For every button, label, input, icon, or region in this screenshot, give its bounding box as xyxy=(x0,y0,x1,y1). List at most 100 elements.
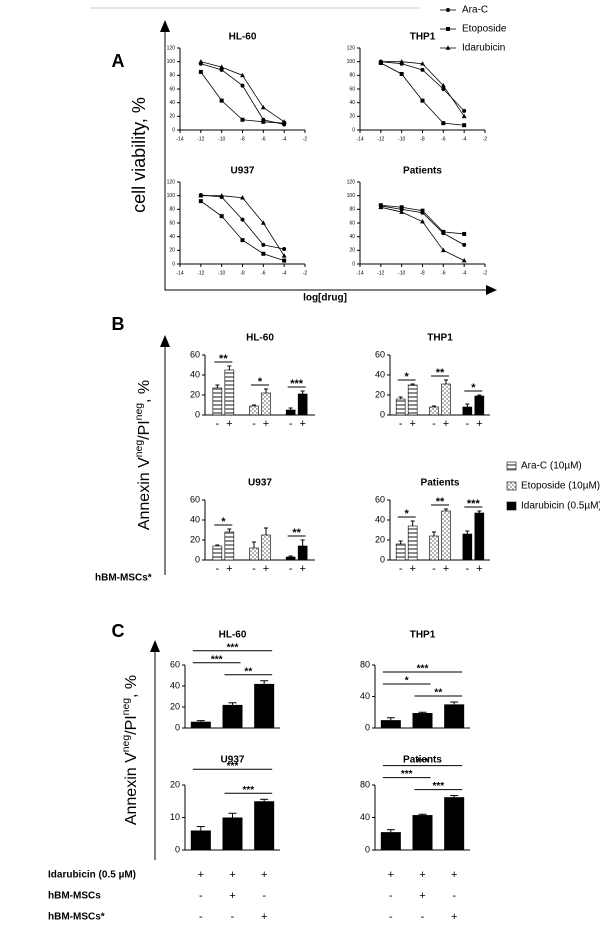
point xyxy=(198,193,204,198)
point xyxy=(261,251,266,256)
point xyxy=(399,71,404,76)
y-tick-label: 20 xyxy=(375,534,385,544)
point xyxy=(461,113,467,119)
legend-label: Etoposide xyxy=(462,24,507,35)
y-axis-label-part: neg xyxy=(134,440,145,458)
bar xyxy=(212,545,223,561)
point xyxy=(378,59,384,64)
x-tick-label: -10 xyxy=(218,270,225,276)
condition-mark: - xyxy=(199,890,203,902)
y-tick-label: 80 xyxy=(169,73,175,79)
series-line xyxy=(200,71,285,124)
x-tick-label: -10 xyxy=(218,136,225,142)
condition-mark: + xyxy=(451,869,457,881)
y-tick-label: 40 xyxy=(169,100,175,106)
bar xyxy=(444,797,465,850)
bar xyxy=(297,545,308,561)
x-tick-label: -12 xyxy=(377,136,384,142)
y-tick-label: 60 xyxy=(169,86,175,92)
x-tick-label: + xyxy=(226,563,232,575)
point xyxy=(420,98,425,103)
bar xyxy=(412,713,433,728)
x-tick-label: - xyxy=(399,418,403,430)
point xyxy=(261,242,266,247)
point xyxy=(198,69,203,74)
bar xyxy=(222,817,243,850)
point xyxy=(282,246,287,251)
significance-label: ** xyxy=(434,688,442,699)
y-tick-label: 0 xyxy=(172,127,175,133)
y-axis-label: Annexin Vneg/PIneg, % xyxy=(134,380,153,530)
y-tick-label: 20 xyxy=(169,248,175,254)
bar xyxy=(462,533,473,561)
bar xyxy=(462,406,473,416)
x-tick-label: + xyxy=(409,563,415,575)
bar xyxy=(395,543,406,561)
significance-label: ** xyxy=(219,353,228,365)
y-tick-label: 60 xyxy=(375,494,385,504)
y-tick-label: 0 xyxy=(365,844,370,854)
y-tick-label: 0 xyxy=(175,844,180,854)
y-tick-label: 20 xyxy=(190,534,200,544)
y-tick-label: 100 xyxy=(167,193,176,199)
x-tick-label: -4 xyxy=(282,270,287,276)
condition-mark: - xyxy=(452,890,456,902)
point xyxy=(462,108,467,113)
arrow-head xyxy=(486,285,497,295)
bar xyxy=(190,721,211,728)
point xyxy=(420,208,425,213)
point xyxy=(420,67,425,72)
point xyxy=(420,219,425,224)
significance-label: *** xyxy=(432,781,444,792)
x-tick-label: -4 xyxy=(462,270,467,276)
x-tick-label: - xyxy=(289,563,293,575)
point xyxy=(462,123,467,128)
bar xyxy=(249,547,259,561)
y-tick-label: 60 xyxy=(349,220,355,226)
series-line xyxy=(200,61,285,123)
x-tick-label: - xyxy=(432,418,436,430)
x-tick-label: - xyxy=(465,418,469,430)
y-tick-label: 0 xyxy=(352,261,355,267)
y-tick-label: 20 xyxy=(170,701,180,711)
condition-mark: + xyxy=(261,911,267,923)
x-tick-label: -8 xyxy=(420,136,425,142)
y-tick-label: 40 xyxy=(170,680,180,690)
point xyxy=(399,205,404,210)
x-tick-label: -6 xyxy=(441,136,446,142)
legend-label: Ara-C (10µM) xyxy=(521,461,582,472)
x-tick-label: -8 xyxy=(420,270,425,276)
y-axis-label-part: /PI xyxy=(123,715,140,735)
bar xyxy=(285,556,296,561)
x-tick-label: -2 xyxy=(303,270,308,276)
y-tick-label: 0 xyxy=(352,127,355,133)
point xyxy=(462,242,467,247)
point xyxy=(461,257,467,263)
point xyxy=(240,195,245,200)
significance-label: * xyxy=(221,516,226,528)
panel-label: B xyxy=(112,314,125,334)
arrow-head xyxy=(160,20,170,32)
point xyxy=(219,193,225,198)
x-tick-label: - xyxy=(289,418,293,430)
y-tick-label: 20 xyxy=(170,779,180,789)
point xyxy=(240,217,245,222)
x-tick-label: + xyxy=(263,563,269,575)
x-tick-label: -2 xyxy=(483,136,488,142)
x-axis-label: log[drug] xyxy=(303,293,347,304)
y-tick-label: 60 xyxy=(169,220,175,226)
legend-label: Idarubicin (0.5µM) xyxy=(521,501,600,512)
point xyxy=(399,59,405,64)
x-tick-label: -6 xyxy=(261,270,266,276)
x-tick-label: - xyxy=(252,418,256,430)
y-tick-label: 120 xyxy=(347,179,356,185)
x-tick-label: - xyxy=(215,418,219,430)
bar xyxy=(474,395,485,416)
x-tick-label: -14 xyxy=(356,270,363,276)
y-tick-label: 0 xyxy=(380,409,385,419)
y-axis-label: cell viability, % xyxy=(129,97,149,213)
point xyxy=(240,238,245,243)
condition-mark: + xyxy=(419,890,425,902)
bar xyxy=(212,387,223,416)
condition-mark: + xyxy=(388,869,394,881)
